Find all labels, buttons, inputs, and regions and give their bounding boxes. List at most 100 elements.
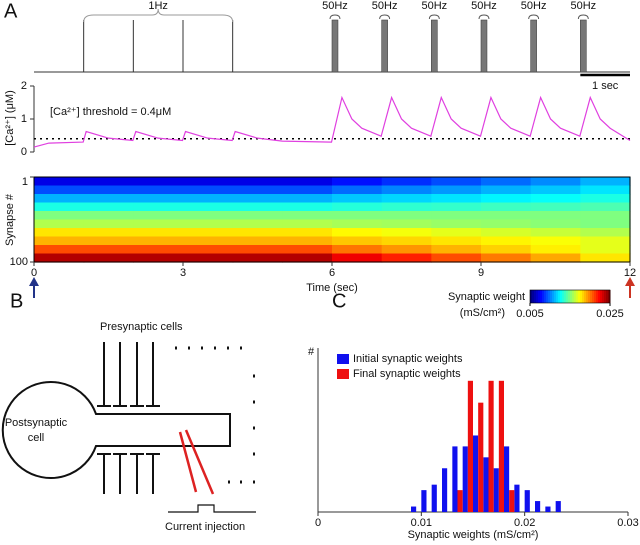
colorbar-segment [548,290,551,303]
heatmap-cell [34,177,85,187]
heatmap-cell [133,245,184,255]
heatmap-cell [481,236,532,246]
heatmap-cell [530,236,581,246]
heatmap-cell [431,253,482,263]
heatmap-cell [232,236,283,246]
heatmap-cell [580,211,631,221]
heatmap-cell [481,211,532,221]
heatmap-cell [133,194,184,204]
y-tick-label: 100 [10,256,28,268]
heatmap-cell [282,211,333,221]
heatmap-cell [332,202,383,212]
heatmap-cell [34,253,85,263]
histogram-bar [524,490,530,512]
colorbar-segment [602,290,605,303]
heatmap-cell [530,177,581,187]
heatmap-cell [332,253,383,263]
histogram-bar [467,380,473,512]
legend-swatch [337,369,349,379]
heatmap-cell [83,194,134,204]
heatmap-cell [332,236,383,246]
neuron [1,381,231,479]
heatmap-cell [530,228,581,238]
heatmap-cell [83,228,134,238]
heatmap-cell [431,194,482,204]
colorbar-segment [570,290,573,303]
heatmap-cell [34,245,85,255]
heatmap-cell [332,185,383,195]
dots [175,346,255,484]
colorbar-segment [588,290,591,303]
y-tick-label: 2 [21,80,27,92]
heatmap-cell [530,185,581,195]
electrodes [178,429,215,495]
heatmap-cell [332,219,383,229]
brace [379,14,391,20]
heatmap-cell [580,185,631,195]
heatmap-cell [481,253,532,263]
colorbar-label: Synaptic weight [448,291,525,303]
y-tick-label: 1 [21,113,27,125]
x-tick-label: 6 [329,267,335,279]
colorbar-segment [538,290,541,303]
heatmap-cell [133,219,184,229]
heatmap-cell [530,202,581,212]
burst [431,19,438,73]
heatmap-cell [431,245,482,255]
histogram-bar [431,484,437,512]
panel-label: A [4,0,18,22]
diagram-label: Postsynaptic [5,417,68,429]
heatmap-cell [83,185,134,195]
histogram-bar [452,446,458,512]
diagram-label: Presynaptic cells [100,321,183,333]
brace [528,14,540,20]
colorbar-segment [534,290,537,303]
heatmap-cell [381,185,432,195]
heatmap-cell [83,202,134,212]
heatmap-cell [431,228,482,238]
colorbar-segment [552,290,555,303]
heatmap-cell [481,185,532,195]
heatmap-cell [481,219,532,229]
brace [577,14,589,20]
histogram-bar [462,446,468,512]
heatmap-cell [232,185,283,195]
x-tick-label: 0.01 [411,517,432,529]
heatmap-cell [431,185,482,195]
colorbar-segment [540,290,543,303]
colorbar-segment [592,290,595,303]
presynaptic-inputs [97,342,160,494]
heatmap-cell [481,194,532,204]
x-tick-label: 9 [478,267,484,279]
y-tick-label: 1 [22,176,28,188]
heatmap-cell [381,219,432,229]
colorbar-segment [572,290,575,303]
heatmap-cell [332,177,383,187]
colorbar-segment [582,290,585,303]
y-axis-label: Synapse # [4,193,16,246]
heatmap-cell [183,219,234,229]
histogram-bar [488,380,494,512]
histogram-bar [493,468,499,512]
x-tick-label: 12 [624,267,636,279]
heatmap-cell [133,177,184,187]
histogram-bar [483,457,489,512]
heatmap-cell [580,202,631,212]
histogram-bar [442,468,448,512]
heatmap-cell [431,236,482,246]
scale-bar-label: 1 sec [592,80,619,92]
legend-label: Initial synaptic weights [353,353,463,365]
calcium-trace [33,95,631,148]
heatmap-cell [481,245,532,255]
annotation: 50Hz [471,0,497,12]
heatmap-cell [530,245,581,255]
heatmap-cell [232,211,283,221]
diagram-label: cell [28,432,45,444]
y-axis-label: [Ca²⁺] (μM) [4,90,16,146]
colorbar-segment [568,290,571,303]
colorbar-segment [600,290,603,303]
colorbar-segment [546,290,549,303]
heatmap-cell [183,228,234,238]
colorbar-segment [544,290,547,303]
heatmap-cell [232,202,283,212]
